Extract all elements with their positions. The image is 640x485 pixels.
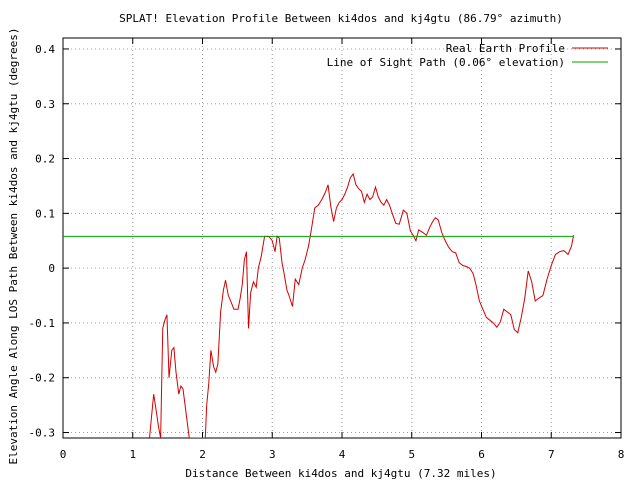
y-tick-label: -0.2 [29, 372, 56, 385]
x-tick-label: 4 [339, 448, 346, 461]
y-tick-labels: -0.3 -0.2 -0.1 0 0.1 0.2 0.3 0.4 [29, 43, 56, 440]
chart-title: SPLAT! Elevation Profile Between ki4dos … [119, 12, 563, 25]
x-tick-label: 3 [269, 448, 276, 461]
y-tick-label: 0.1 [35, 207, 55, 220]
x-tick-label: 8 [618, 448, 625, 461]
y-tick-label: 0 [48, 262, 55, 275]
y-tick-label: 0.3 [35, 98, 55, 111]
x-tick-label: 0 [60, 448, 67, 461]
y-tick-label: 0.4 [35, 43, 55, 56]
legend-label-real-earth: Real Earth Profile [446, 42, 565, 55]
legend: Real Earth Profile Line of Sight Path (0… [327, 42, 608, 69]
series-layer [63, 172, 575, 438]
y-tick-label: -0.1 [29, 317, 56, 330]
x-tick-label: 7 [548, 448, 555, 461]
x-tick-label: 5 [408, 448, 415, 461]
x-axis-label: Distance Between ki4dos and kj4gtu (7.32… [185, 467, 496, 480]
axis-ticks [62, 38, 622, 438]
x-tick-label: 2 [199, 448, 206, 461]
x-tick-labels: 0 1 2 3 4 5 6 7 8 [60, 448, 625, 461]
x-tick-label: 6 [478, 448, 485, 461]
y-tick-label: 0.2 [35, 153, 55, 166]
series-line-real-earth-profile [148, 172, 575, 438]
grid [63, 38, 621, 438]
y-axis-label: Elevation Angle Along LOS Path Between k… [7, 27, 20, 464]
x-tick-label: 1 [129, 448, 136, 461]
y-tick-label: -0.3 [29, 427, 56, 440]
legend-label-line-of-sight: Line of Sight Path (0.06° elevation) [327, 56, 565, 69]
